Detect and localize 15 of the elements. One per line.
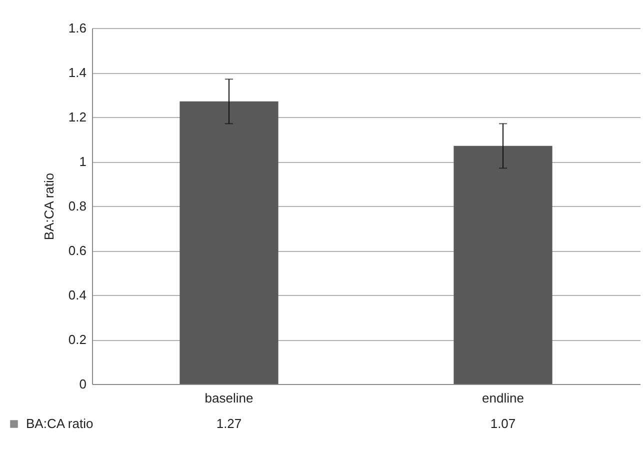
y-tick-label: 0 — [79, 376, 86, 392]
y-tick-label: 1.2 — [68, 110, 86, 124]
y-tick-label: 1.4 — [68, 65, 86, 80]
y-tick-label: 0.8 — [68, 198, 86, 214]
y-tick-label: 0.2 — [68, 332, 86, 347]
x-tick-label: endline — [482, 390, 524, 406]
y-tick-label: 1 — [79, 154, 86, 169]
y-tick-label: 1.6 — [68, 20, 86, 36]
y-axis-title: BA:CA ratio — [41, 172, 56, 240]
data-label: 1.07 — [490, 416, 516, 431]
legend-label: BA:CA ratio — [26, 416, 94, 431]
y-tick-label: 0.4 — [68, 288, 86, 302]
x-tick-label: baseline — [204, 390, 254, 406]
y-tick-label: 0.6 — [68, 243, 86, 258]
data-label: 1.27 — [216, 416, 242, 431]
